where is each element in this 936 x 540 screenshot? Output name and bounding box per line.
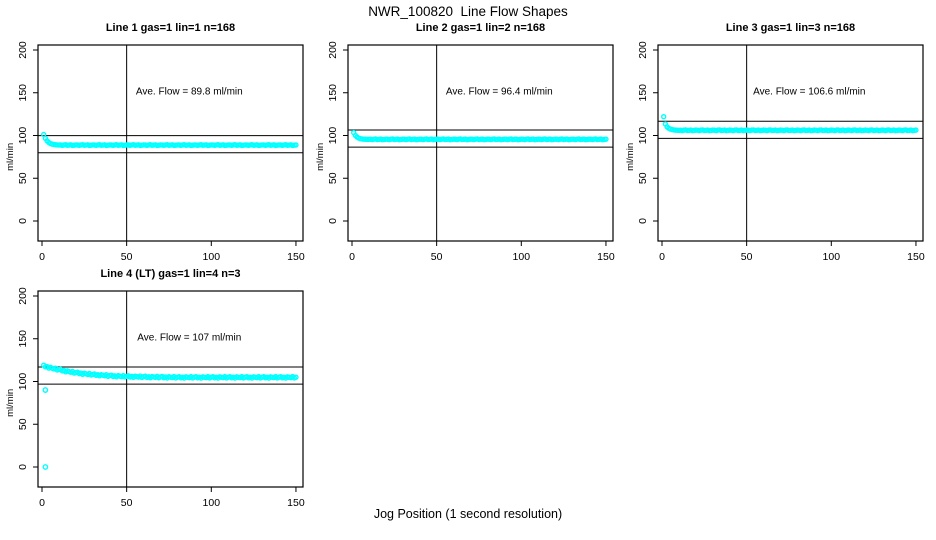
x-tick-label: 100 xyxy=(203,497,221,509)
plot-line-4: 0 50 100 150 0 50 100 150 200 ml/min Ave. Flow = 1… xyxy=(5,287,305,509)
panel-line-4-title: Line 4 (LT) gas=1 lin=4 n=3 xyxy=(100,268,241,280)
x-tick-label: 150 xyxy=(287,251,305,263)
y-tick-label: 200 xyxy=(17,41,29,59)
plot-frame xyxy=(657,44,924,242)
y-tick-label: 0 xyxy=(327,218,339,224)
y-tick-label: 200 xyxy=(17,287,29,305)
ave-flow-annotation: Ave. Flow = 107 ml/min xyxy=(137,332,241,343)
x-tick-label: 100 xyxy=(203,251,221,263)
ave-flow-annotation: Ave. Flow = 89.8 ml/min xyxy=(136,86,243,97)
x-tick-label: 0 xyxy=(659,251,665,263)
y-axis-label: ml/min xyxy=(625,143,636,171)
x-axis-label: Jog Position (1 second resolution) xyxy=(373,507,563,521)
plot-frame xyxy=(347,44,614,242)
y-tick-label: 150 xyxy=(637,84,649,102)
x-tick-label: 100 xyxy=(823,251,841,263)
y-tick-label: 150 xyxy=(17,84,29,102)
x-tick-label: 100 xyxy=(513,251,531,263)
ave-flow-annotation: Ave. Flow = 106.6 ml/min xyxy=(753,86,865,97)
y-tick-label: 50 xyxy=(17,172,29,184)
scatter-series xyxy=(40,362,299,470)
x-tick-label: 50 xyxy=(431,251,443,263)
plot-frame xyxy=(37,44,304,242)
y-tick-label: 150 xyxy=(327,84,339,102)
plot-line-1: 0 50 100 150 0 50 100 150 200 ml/min Ave. Flow = 8… xyxy=(5,41,305,263)
y-tick-label: 200 xyxy=(327,41,339,59)
y-tick-label: 100 xyxy=(637,127,649,145)
x-tick-label: 0 xyxy=(39,251,45,263)
plot-frame xyxy=(37,290,304,488)
panel-line-2-title: Line 2 gas=1 lin=2 n=168 xyxy=(415,22,546,34)
x-tick-label: 150 xyxy=(907,251,925,263)
y-tick-label: 0 xyxy=(637,218,649,224)
scatter-series xyxy=(40,131,299,149)
scatter-series xyxy=(660,113,919,134)
x-tick-label: 50 xyxy=(741,251,753,263)
x-tick-label: 0 xyxy=(349,251,355,263)
y-axis-label: ml/min xyxy=(5,143,16,171)
y-tick-label: 100 xyxy=(327,127,339,145)
panel-line-3: Line 3 gas=1 lin=3 n=168 0 50 100 150 0 50 100… xyxy=(625,18,931,264)
panel-line-2: Line 2 gas=1 lin=2 n=168 0 50 100 150 0 50 100… xyxy=(315,18,621,264)
y-tick-label: 50 xyxy=(327,172,339,184)
x-tick-label: 150 xyxy=(287,497,305,509)
y-axis-label: ml/min xyxy=(315,143,326,171)
ave-flow-annotation: Ave. Flow = 96.4 ml/min xyxy=(446,86,553,97)
y-tick-label: 150 xyxy=(17,330,29,348)
scatter-series xyxy=(350,129,609,143)
y-tick-label: 0 xyxy=(17,218,29,224)
panel-line-1: Line 1 gas=1 lin=1 n=168 0 50 100 150 0 50 100… xyxy=(5,18,311,264)
figure-title: NWR_100820 Line Flow Shapes xyxy=(368,4,568,19)
y-tick-label: 100 xyxy=(17,373,29,391)
y-tick-label: 200 xyxy=(637,41,649,59)
y-axis-label: ml/min xyxy=(5,389,16,417)
y-tick-label: 50 xyxy=(17,418,29,430)
y-tick-label: 100 xyxy=(17,127,29,145)
x-tick-label: 150 xyxy=(597,251,615,263)
panel-line-4: Line 4 (LT) gas=1 lin=4 n=3 0 50 100 150 0 50… xyxy=(5,264,311,510)
x-tick-label: 50 xyxy=(121,497,133,509)
plot-line-2: 0 50 100 150 0 50 100 150 200 ml/min Ave. Flow = 9… xyxy=(315,41,615,263)
panel-line-1-title: Line 1 gas=1 lin=1 n=168 xyxy=(105,22,236,34)
x-tick-label: 50 xyxy=(121,251,133,263)
x-tick-label: 0 xyxy=(39,497,45,509)
plot-line-3: 0 50 100 150 0 50 100 150 200 ml/min Ave. Flow = 1… xyxy=(625,41,925,263)
y-tick-label: 0 xyxy=(17,464,29,470)
panel-line-3-title: Line 3 gas=1 lin=3 n=168 xyxy=(725,22,856,34)
y-tick-label: 50 xyxy=(637,172,649,184)
